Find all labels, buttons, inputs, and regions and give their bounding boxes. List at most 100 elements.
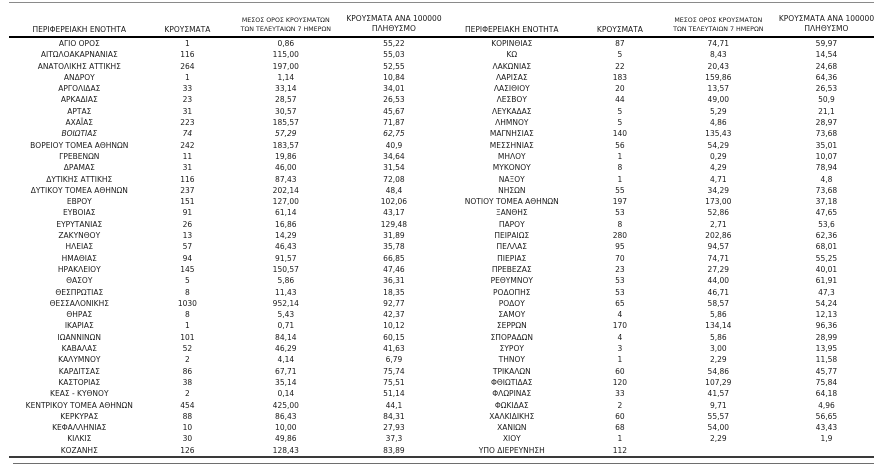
region-cell: ΑΝΑΤΟΛΙΚΗΣ ΑΤΤΙΚΗΣ <box>37 61 121 71</box>
table-row: ΑΡΚΑΔΙΑΣ 23 28,57 26,53 <box>9 94 442 105</box>
avg7-cell: 14,29 <box>275 231 297 241</box>
table-row: ΧΙΟΥ 1 2,29 1,9 <box>442 433 875 444</box>
region-cell: ΑΙΤΩΛΟΑΚΑΡΝΑΝΙΑΣ <box>40 50 118 60</box>
cases-cell: 31 <box>182 106 193 116</box>
region-cell: ΓΡΕΒΕΝΩΝ <box>59 151 100 161</box>
per100k-cell: 36,31 <box>383 276 405 286</box>
per100k-cell: 61,91 <box>815 276 838 286</box>
per100k-cell: 64,18 <box>815 389 838 399</box>
avg7-cell: 0,86 <box>277 39 295 48</box>
table-row: ΠΑΡΟΥ 8 2,71 53,6 <box>442 219 875 230</box>
table-row: ΚΑΒΑΛΑΣ 52 46,29 41,63 <box>9 343 442 354</box>
avg7-cell: 1,14 <box>277 72 295 82</box>
per100k-cell: 43,17 <box>383 208 405 218</box>
cases-cell: 57 <box>182 242 193 252</box>
per100k-cell: 13,95 <box>815 344 838 354</box>
cases-cell: 8 <box>617 163 623 173</box>
cases-cell: 68 <box>615 423 625 433</box>
region-cell: ΤΗΝΟΥ <box>498 355 525 365</box>
cases-cell: 95 <box>615 242 625 252</box>
avg7-cell: 11,43 <box>275 287 297 297</box>
per100k-cell: 45,77 <box>815 366 838 376</box>
per100k-cell: 4,8 <box>820 174 833 184</box>
table-row: ΗΡΑΚΛΕΙΟΥ 145 150,57 47,46 <box>9 264 442 275</box>
avg7-cell: 2,71 <box>709 219 727 229</box>
col-header-per100k-line1: ΚΡΟΥΣΜΑΤΑ ΑΝΑ 100000 <box>778 14 875 24</box>
region-cell: ΘΑΣΟΥ <box>66 276 93 286</box>
avg7-cell: 10,00 <box>275 423 297 433</box>
table-row: ΜΗΛΟΥ 1 0,29 10,07 <box>442 151 875 162</box>
region-cell: ΚΕΡΚΥΡΑΣ <box>60 411 99 421</box>
per100k-cell: 21,1 <box>818 106 835 116</box>
region-cell: ΚΙΛΚΙΣ <box>67 434 92 444</box>
region-cell: ΡΕΘΥΜΝΟΥ <box>490 276 533 286</box>
avg7-cell: 4,86 <box>709 118 727 128</box>
per100k-cell: 66,85 <box>383 253 405 263</box>
per100k-cell: 56,65 <box>815 411 838 421</box>
region-cell: ΚΟΖΑΝΗΣ <box>60 445 98 455</box>
region-cell: ΗΡΑΚΛΕΙΟΥ <box>57 264 101 274</box>
cases-cell: 23 <box>182 95 193 105</box>
avg7-cell: 185,57 <box>272 118 299 128</box>
per100k-cell: 50,9 <box>818 95 835 105</box>
col-header-region: ΠΕΡΙΦΕΡΕΙΑΚΗ ΕΝΟΤΗΤΑ <box>32 24 127 34</box>
avg7-cell: 5,86 <box>709 310 727 320</box>
per100k-cell: 47,65 <box>815 208 838 218</box>
cases-cell: 145 <box>180 264 195 274</box>
col-header-per100k: ΚΡΟΥΣΜΑΤΑ ΑΝΑ 100000 ΠΛΗΘΥΣΜΟ <box>779 14 874 34</box>
per100k-cell: 34,64 <box>383 151 405 161</box>
region-cell: ΚΕΑΣ - ΚΥΘΝΟΥ <box>50 389 109 399</box>
table-row: ΑΓΙΟ ΟΡΟΣ 1 0,86 55,22 <box>9 38 442 49</box>
region-cell: ΚΩ <box>506 50 518 60</box>
table-row: ΣΕΡΡΩΝ 170 134,14 96,36 <box>442 320 875 331</box>
table-row: ΜΕΣΣΗΝΙΑΣ 56 54,29 35,01 <box>442 140 875 151</box>
avg7-cell: 13,57 <box>707 84 730 94</box>
table-row: ΑΡΤΑΣ 31 30,57 45,67 <box>9 106 442 117</box>
table-row: ΑΡΓΟΛΙΔΑΣ 33 33,14 34,01 <box>9 83 442 94</box>
cases-cell: 23 <box>615 264 625 274</box>
col-header-avg7-line1: ΜΕΣΟΣ ΟΡΟΣ ΚΡΟΥΣΜΑΤΩΝ <box>241 17 330 24</box>
cases-cell: 183 <box>612 72 628 82</box>
region-cell: ΛΑΡΙΣΑΣ <box>495 72 528 82</box>
region-cell: ΑΝΔΡΟΥ <box>63 72 95 82</box>
per100k-cell: 28,99 <box>815 332 838 342</box>
region-cell: ΘΕΣΠΡΩΤΙΑΣ <box>55 287 104 297</box>
region-cell: ΠΕΛΛΑΣ <box>496 242 528 252</box>
table-row: ΛΑΡΙΣΑΣ 183 159,86 64,36 <box>442 72 875 83</box>
avg7-cell: 5,86 <box>709 332 727 342</box>
table-row: ΝΟΤΙΟΥ ΤΟΜΕΑ ΑΘΗΝΩΝ 197 173,00 37,18 <box>442 196 875 207</box>
col-header-per100k-line2: ΠΛΗΘΥΣΜΟ <box>371 23 416 33</box>
region-cell: ΙΩΑΝΝΙΝΩΝ <box>57 332 102 342</box>
table-row: ΔΥΤΙΚΟΥ ΤΟΜΕΑ ΑΘΗΝΩΝ 237 202,14 48,4 <box>9 185 442 196</box>
per100k-cell: 42,37 <box>383 310 405 320</box>
avg7-cell: 4,14 <box>277 355 295 365</box>
region-cell: ΧΑΝΙΩΝ <box>497 423 527 433</box>
cases-cell: 60 <box>615 411 625 421</box>
cases-cell: 53 <box>615 208 625 218</box>
avg7-cell: 0,14 <box>277 389 295 399</box>
table-row: ΦΘΙΩΤΙΔΑΣ 120 107,29 75,84 <box>442 377 875 388</box>
table-row: ΗΛΕΙΑΣ 57 46,43 35,78 <box>9 241 442 252</box>
avg7-cell: 74,71 <box>707 39 730 48</box>
table-row: ΤΗΝΟΥ 1 2,29 11,58 <box>442 354 875 365</box>
cases-cell: 140 <box>612 129 628 139</box>
per100k-cell: 55,03 <box>383 50 405 60</box>
table-row: ΚΩ 5 8,43 14,54 <box>442 49 875 60</box>
cases-cell: 223 <box>180 118 195 128</box>
cases-cell: 30 <box>182 434 193 444</box>
table-row: ΚΟΡΙΝΘΙΑΣ 87 74,71 59,97 <box>442 38 875 49</box>
region-cell: ΔΡΑΜΑΣ <box>63 163 95 173</box>
cases-cell: 10 <box>182 423 193 433</box>
region-cell: ΣΥΡΟΥ <box>499 344 524 354</box>
table-row: ΣΥΡΟΥ 3 3,00 13,95 <box>442 343 875 354</box>
cases-cell: 120 <box>612 377 628 387</box>
cases-cell: 126 <box>180 445 195 455</box>
avg7-cell: 0,71 <box>277 321 295 331</box>
avg7-cell: 5,43 <box>277 310 295 320</box>
cases-cell: 56 <box>615 140 625 150</box>
region-cell: ΝΟΤΙΟΥ ΤΟΜΕΑ ΑΘΗΝΩΝ <box>464 197 559 207</box>
avg7-cell: 8,43 <box>709 50 727 60</box>
col-header-per100k-line2: ΠΛΗΘΥΣΜΟ <box>804 23 849 33</box>
col-header-per100k-line1: ΚΡΟΥΣΜΑΤΑ ΑΝΑ 100000 <box>346 14 442 24</box>
